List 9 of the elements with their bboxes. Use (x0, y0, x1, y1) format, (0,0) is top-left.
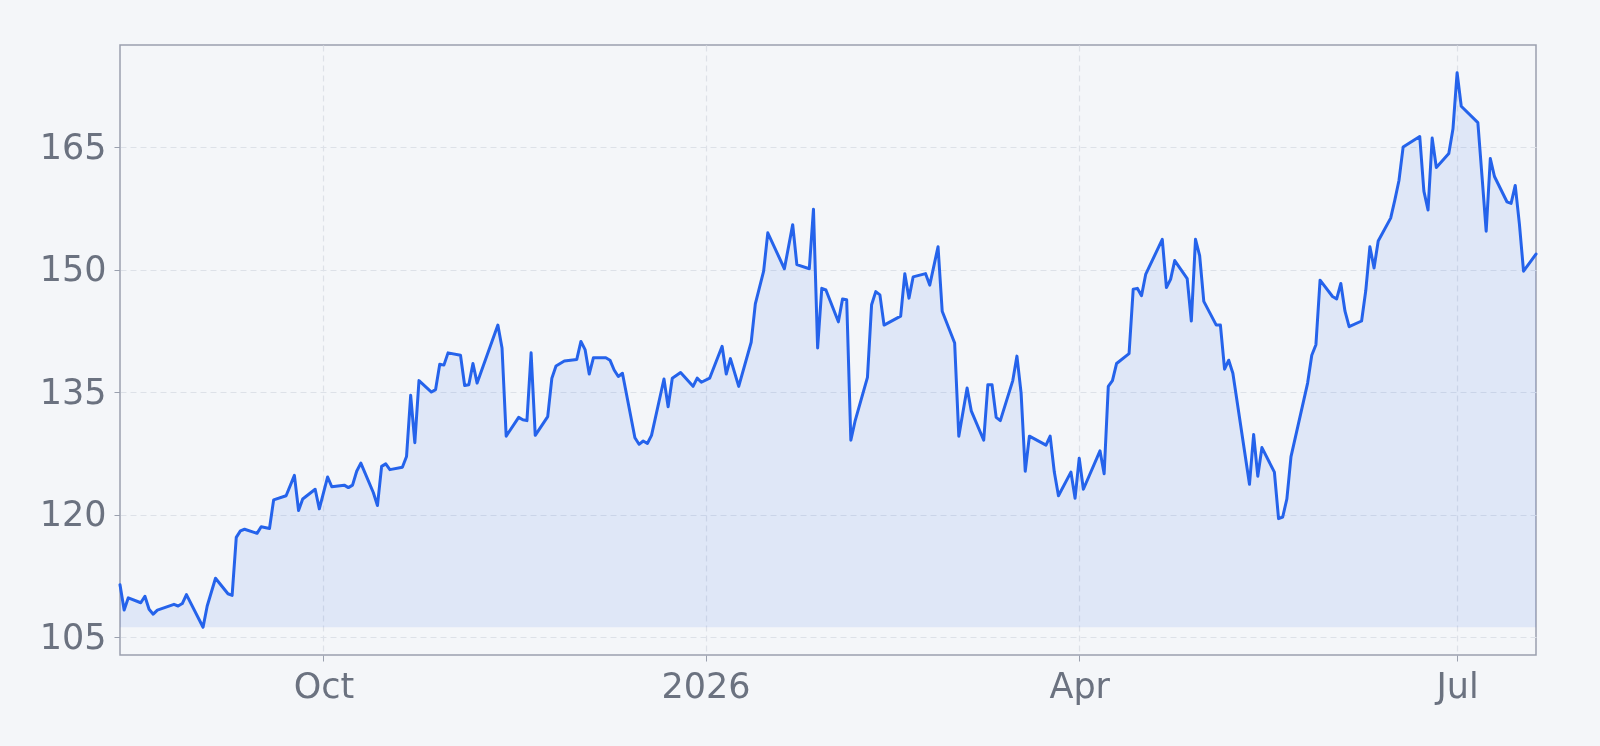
y-tick-label: 150 (39, 249, 107, 290)
y-tick-label: 120 (39, 494, 107, 535)
x-tick-label: Oct (293, 665, 355, 706)
y-tick-label: 165 (39, 126, 107, 167)
x-tick-label: Jul (1434, 665, 1479, 706)
y-tick-label: 135 (39, 371, 107, 412)
y-tick-label: 105 (39, 616, 107, 657)
x-tick-label: Apr (1049, 665, 1111, 706)
x-tick-label: 2026 (661, 665, 751, 706)
